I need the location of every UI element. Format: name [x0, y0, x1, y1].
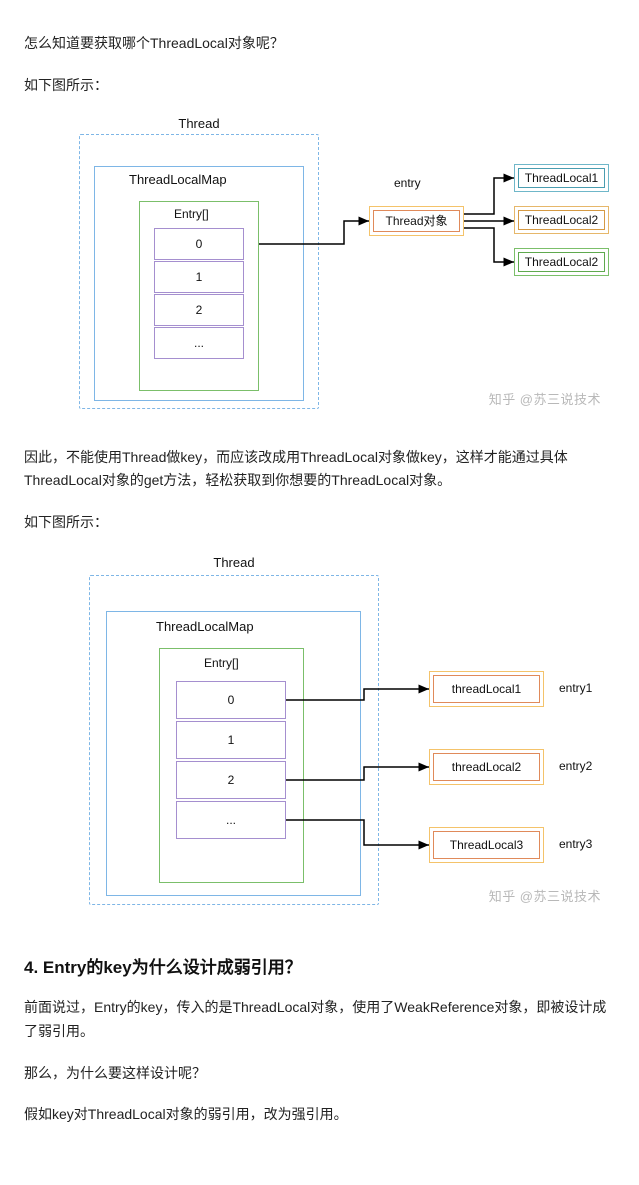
watermark: 知乎 @苏三说技术: [489, 886, 601, 905]
mid-paragraph: 因此，不能使用Thread做key，而应该改成用ThreadLocal对象做ke…: [24, 446, 615, 494]
figure-1: Thread ThreadLocalMap Entry[] 0 1 2 ... …: [24, 116, 615, 416]
arrows-svg: [24, 116, 614, 416]
fig-intro-1: 如下图所示：: [24, 74, 615, 98]
section-heading-4: 4. Entry的key为什么设计成弱引用？: [24, 953, 615, 978]
after-paragraph-2: 那么，为什么要这样设计呢？: [24, 1062, 615, 1086]
fig-intro-2: 如下图所示：: [24, 511, 615, 535]
after-paragraph-3: 假如key对ThreadLocal对象的弱引用，改为强引用。: [24, 1103, 615, 1127]
arrows-svg: [24, 553, 614, 913]
after-paragraph-1: 前面说过，Entry的key，传入的是ThreadLocal对象，使用了Weak…: [24, 996, 615, 1044]
watermark: 知乎 @苏三说技术: [489, 389, 601, 408]
intro-paragraph: 怎么知道要获取哪个ThreadLocal对象呢？: [24, 32, 615, 56]
figure-2: Thread ThreadLocalMap Entry[] 0 1 2 ... …: [24, 553, 615, 913]
